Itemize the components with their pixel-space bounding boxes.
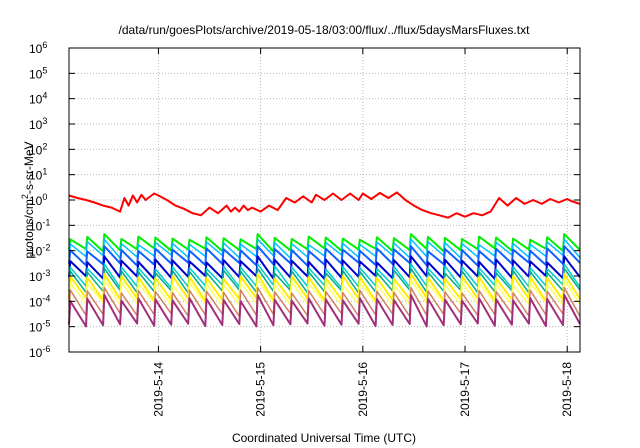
y-axis-title-post: -s-sr-MeV [22,141,36,194]
x-tick-label: 2019-5-18 [560,362,574,417]
y-axis-title: protons/cm2-s-sr-MeV [20,141,36,258]
y-axis-title-sup: 2 [20,194,30,199]
y-tick-label: 10-3 [29,268,50,284]
x-tick-label: 2019-5-14 [151,362,165,417]
y-tick-label: 10-6 [29,344,50,360]
y-tick-label: 10-1 [29,217,50,233]
y-tick-label: 103 [29,116,47,132]
x-tick-label: 2019-5-16 [356,362,370,417]
chart-title: /data/run/goesPlots/archive/2019-05-18/0… [119,23,531,37]
x-tick-label: 2019-5-17 [458,362,472,417]
series-line-11 [68,293,581,328]
y-tick-label: 102 [29,141,47,157]
y-tick-label: 100 [29,192,47,208]
x-axis-title: Coordinated Universal Time (UTC) [232,431,416,445]
x-tick-label: 2019-5-15 [254,362,268,417]
series-line-1 [68,191,581,219]
y-tick-label: 10-2 [29,243,50,259]
series-group [68,191,581,328]
y-tick-label: 101 [29,167,47,183]
y-tick-label: 10-4 [29,293,50,309]
axis-ticks: 10-6 10-5 10-4 10-3 10-2 10-1 100 101 102 103 104 1… [29,40,580,417]
y-axis-title-pre: protons/cm [22,199,36,258]
y-tick-label: 104 [29,91,47,107]
y-tick-label: 105 [29,65,47,81]
y-tick-label: 10-5 [29,319,50,335]
y-tick-label: 106 [29,40,47,56]
